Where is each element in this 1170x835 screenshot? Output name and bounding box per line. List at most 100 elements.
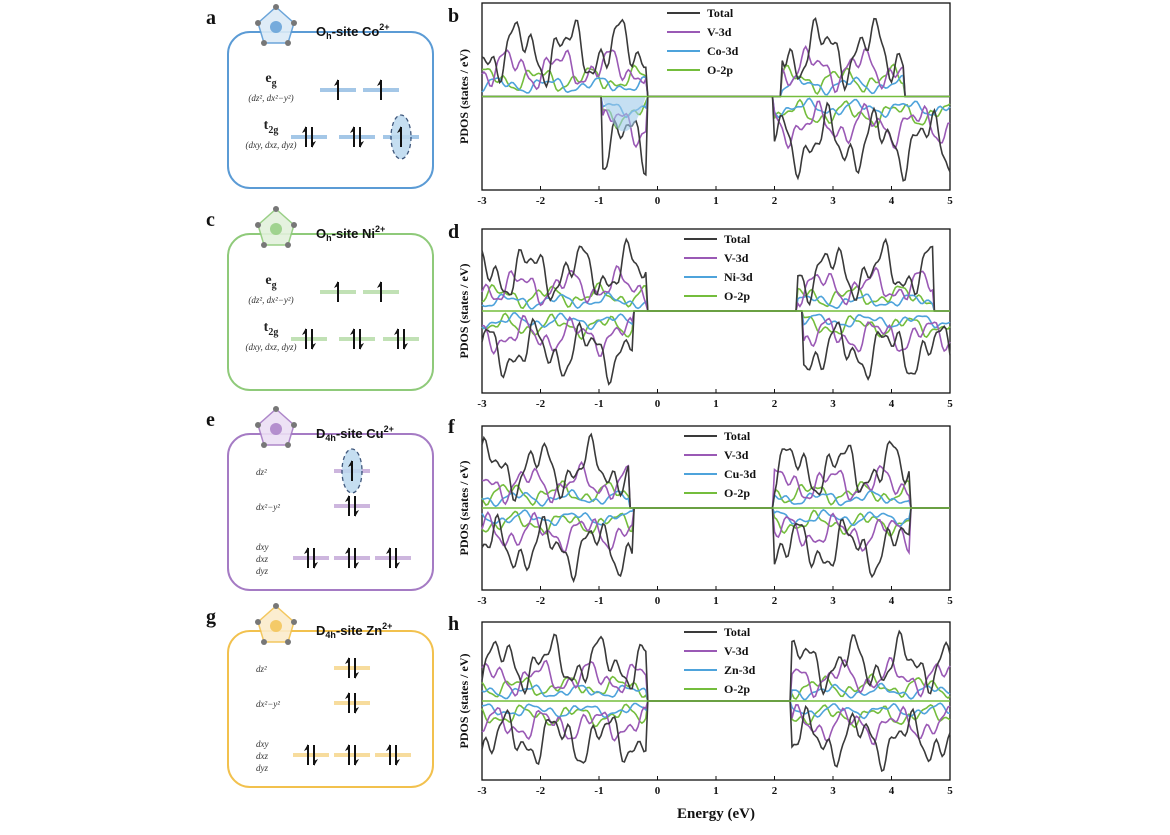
scheme-e: e D4h-site Cu2+ dz² dx²−y² dxy dxz dyz — [206, 406, 434, 591]
polyhedron-g-ligand-1 — [291, 619, 297, 625]
spin-down-arrow-head — [360, 343, 364, 350]
x-tick-label: 2 — [772, 595, 778, 607]
spin-down-arrow-head — [314, 562, 318, 569]
spin-up-arrow-head — [348, 460, 352, 467]
scheme-frame-c — [227, 233, 434, 391]
series-O-2p-down — [481, 507, 950, 537]
panel-label-g: g — [206, 606, 216, 628]
orbital-label-e-1-0: dx²−y² — [256, 502, 280, 512]
panel-label-d: d — [448, 221, 459, 243]
legend-label-Ni-3d: Ni-3d — [724, 270, 753, 284]
x-tick-label: -1 — [594, 398, 603, 410]
x-tick-label: 4 — [889, 398, 895, 410]
x-tick-label: -3 — [477, 595, 487, 607]
orbital-label-e-0-0: dz² — [256, 467, 267, 477]
spin-up-arrow-head — [302, 328, 306, 335]
panel-label-f: f — [448, 416, 455, 438]
y-axis-label: PDOS (states / eV) — [457, 654, 471, 749]
x-tick-label: -2 — [536, 398, 546, 410]
x-tick-label: -2 — [536, 195, 546, 207]
panel-label-a: a — [206, 7, 216, 29]
x-tick-label: -1 — [594, 595, 603, 607]
series-V-3d-up — [481, 656, 951, 702]
spin-down-arrow-head — [355, 562, 359, 569]
x-tick-label: 0 — [655, 785, 661, 797]
site-title-rest: -site Co — [332, 24, 380, 39]
pdos-chart-d: d PDOS (states / eV) -3 -2 -1 0 1 2 3 4 5 Total V-3d… — [448, 221, 953, 410]
polyhedron-e-ligand-1 — [291, 422, 297, 428]
x-tick-label: 4 — [889, 785, 895, 797]
series-Total-down — [482, 95, 951, 182]
x-tick-label: 0 — [655, 595, 661, 607]
polyhedron-g-ligand-3 — [261, 639, 267, 645]
x-tick-label: -2 — [536, 785, 546, 797]
series-O-2p-up — [481, 479, 950, 509]
x-tick-label: 5 — [947, 398, 953, 410]
co-3d-shaded-region — [601, 96, 646, 132]
orbital-sub: g — [272, 78, 277, 89]
spin-up-arrow-head — [386, 547, 390, 554]
legend-label-O-2p: O-2p — [724, 682, 750, 696]
pdos-chart-h: h PDOS (states / eV) -3 -2 -1 0 1 2 3 4 5 Energy (e… — [448, 613, 953, 822]
scheme-frame-g — [227, 630, 434, 788]
site-title-charge: 2+ — [382, 621, 392, 631]
spin-down-arrow-head — [396, 562, 400, 569]
x-tick-label: 2 — [772, 195, 778, 207]
orbital-detail-c-1: (dxy, dxz, dyz) — [246, 342, 297, 352]
scheme-frame-a — [227, 31, 434, 189]
x-tick-label: -3 — [477, 785, 487, 797]
polyhedron-g-ligand-4 — [255, 619, 261, 625]
legend-label-V-3d: V-3d — [724, 251, 749, 265]
site-title-sub: 4h — [325, 433, 336, 443]
series-Cu-3d-down — [481, 507, 950, 528]
spin-up-arrow-head — [304, 547, 308, 554]
spin-up-arrow-head — [345, 657, 349, 664]
orbital-name: e — [265, 71, 271, 86]
x-tick-label: 1 — [713, 595, 719, 607]
orbital-label-g-1-0: dx²−y² — [256, 699, 280, 709]
series-O-2p-up — [481, 673, 951, 702]
site-title-a: Oh-site Co2+ — [316, 22, 390, 41]
orbital-sub: 2g — [268, 125, 278, 136]
site-title-rest: -site Zn — [336, 623, 382, 638]
site-title-rest: -site Cu — [336, 426, 384, 441]
x-tick-label: -2 — [536, 595, 546, 607]
legend-label-Co-3d: Co-3d — [707, 44, 739, 58]
legend-label-O-2p: O-2p — [724, 486, 750, 500]
x-tick-label: 3 — [830, 195, 836, 207]
legend-label-Total: Total — [724, 232, 751, 246]
legend-label-V-3d: V-3d — [724, 448, 749, 462]
legend-label-Total: Total — [707, 6, 734, 20]
spin-up-arrow-head — [377, 281, 381, 288]
site-title-main: O — [316, 24, 326, 39]
spin-up-arrow-head — [345, 547, 349, 554]
x-tick-label: 0 — [655, 398, 661, 410]
polyhedron-a-center — [270, 21, 282, 33]
spin-down-arrow-head — [404, 343, 408, 350]
polyhedron-g-ligand-0 — [273, 603, 279, 609]
orbital-label-e-2-0: dxy — [256, 542, 269, 552]
polyhedron-c-ligand-2 — [285, 242, 291, 248]
site-title-charge: 2+ — [384, 424, 394, 434]
orbital-detail-a-0: (dz², dx²−y²) — [248, 93, 293, 103]
y-axis-label: PDOS (states / eV) — [457, 264, 471, 359]
spin-down-arrow-head — [312, 141, 316, 148]
legend-label-Total: Total — [724, 625, 751, 639]
x-tick-label: -1 — [594, 195, 603, 207]
spin-up-arrow-head — [350, 328, 354, 335]
scheme-frame-e — [227, 433, 434, 591]
polyhedron-c-ligand-0 — [273, 206, 279, 212]
series-Zn-3d-down — [481, 700, 951, 720]
site-title-charge: 2+ — [375, 224, 385, 234]
legend-label-O-2p: O-2p — [724, 289, 750, 303]
site-title-charge: 2+ — [379, 22, 389, 32]
x-tick-label: -3 — [477, 398, 487, 410]
x-tick-label: 5 — [947, 195, 953, 207]
site-title-rest: -site Ni — [332, 226, 375, 241]
x-tick-label: 2 — [772, 398, 778, 410]
site-title-main: O — [316, 226, 326, 241]
polyhedron-e-ligand-3 — [261, 442, 267, 448]
spin-up-arrow-head — [386, 744, 390, 751]
site-title-main: D — [316, 623, 325, 638]
spin-down-arrow-head — [355, 707, 359, 714]
